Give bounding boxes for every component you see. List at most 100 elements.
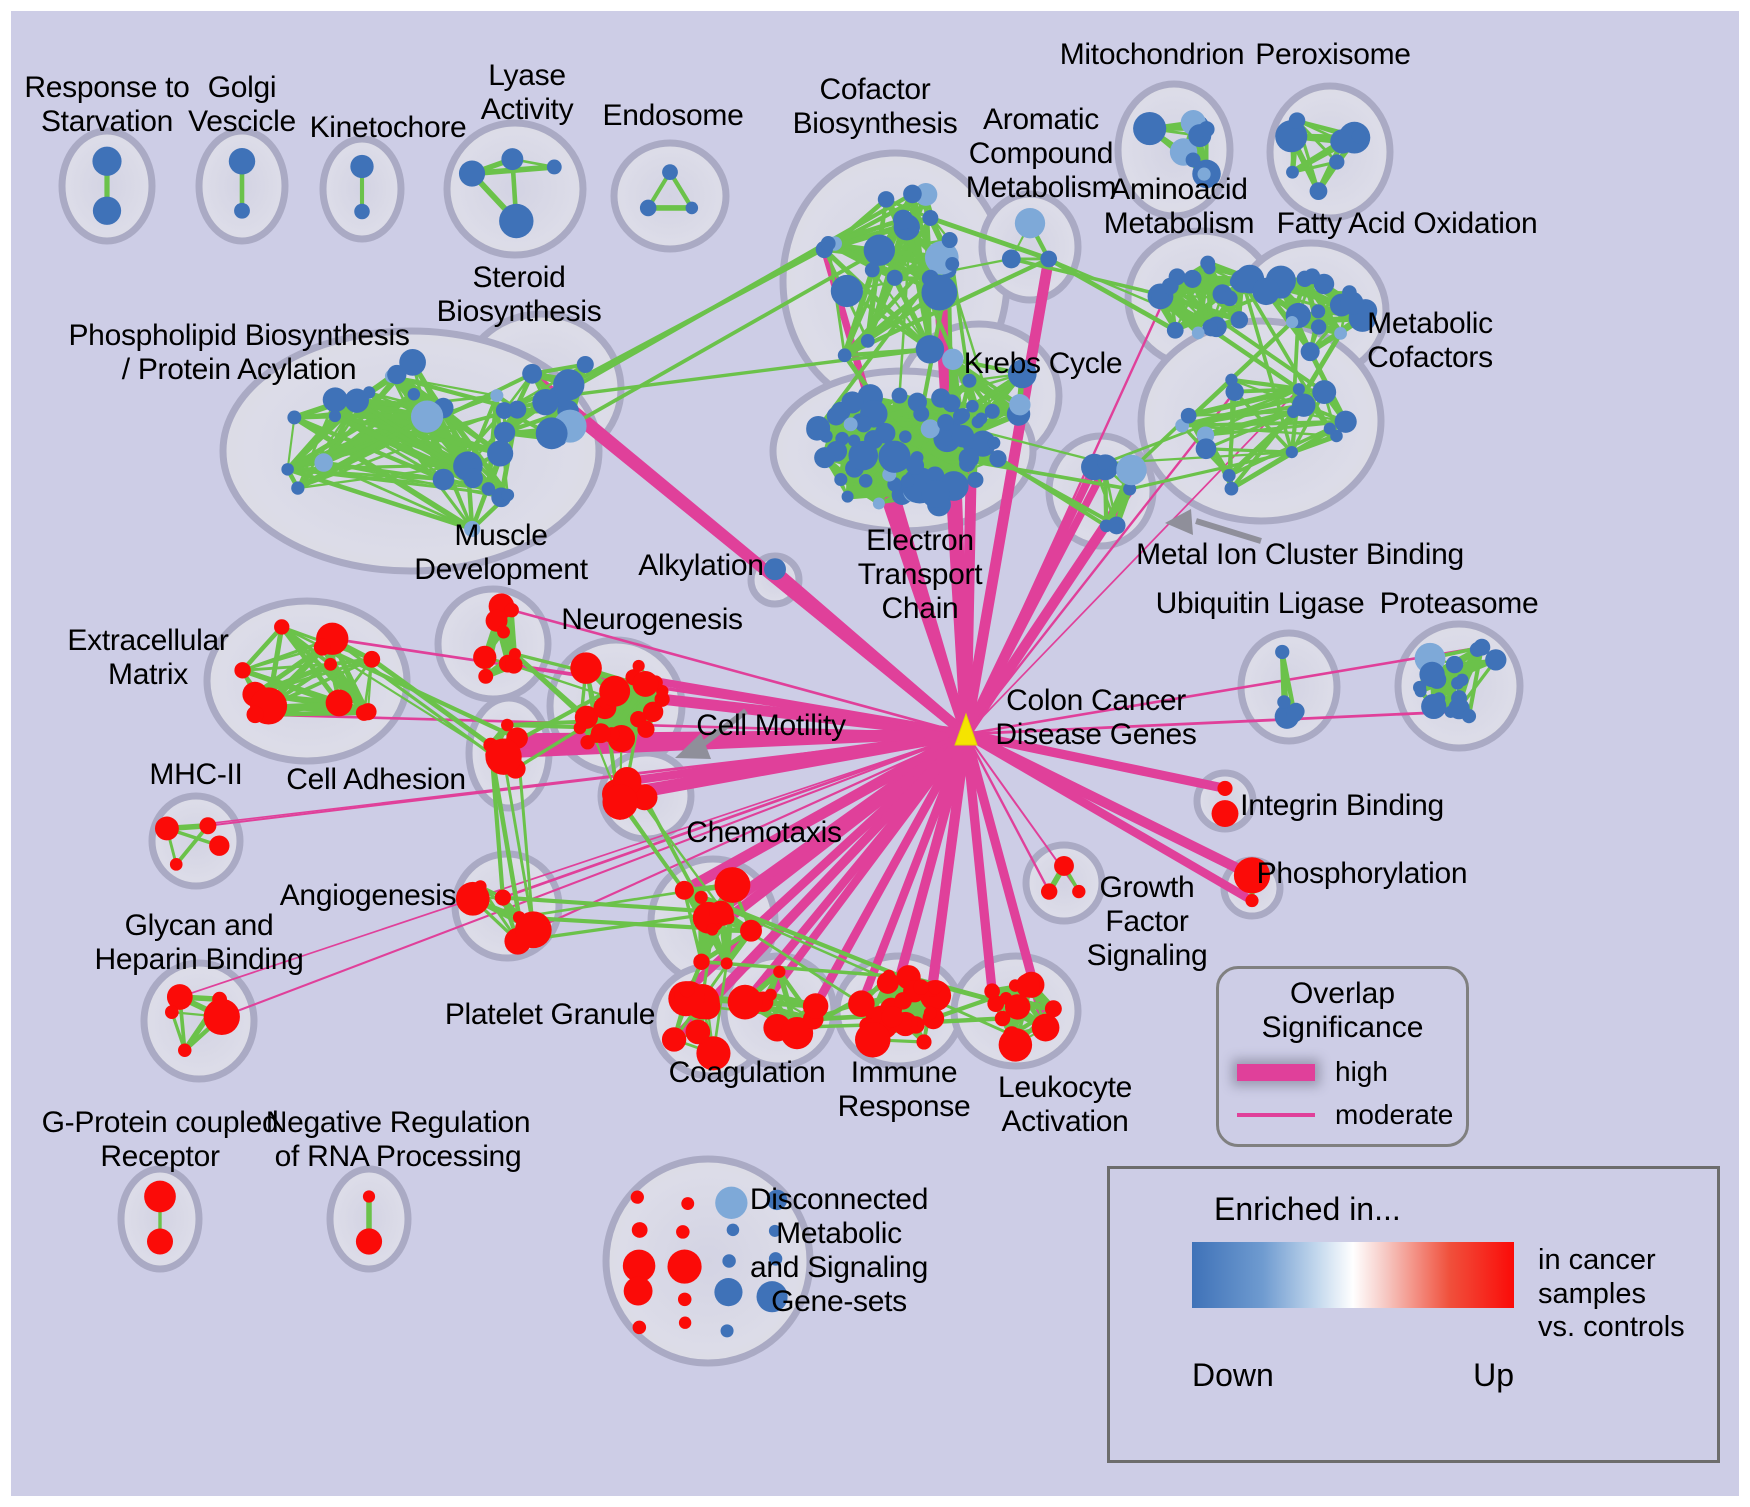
gene-set-node[interactable] xyxy=(1217,780,1233,796)
gene-set-node[interactable] xyxy=(814,447,836,469)
network-graph[interactable] xyxy=(11,11,1739,1496)
gene-set-node[interactable] xyxy=(722,1254,736,1268)
gene-set-node[interactable] xyxy=(1312,380,1337,405)
gene-set-node[interactable] xyxy=(632,670,659,697)
gene-set-node[interactable] xyxy=(432,468,455,491)
gene-set-node[interactable] xyxy=(630,1190,644,1204)
gene-set-node[interactable] xyxy=(632,1320,647,1335)
gene-set-node[interactable] xyxy=(955,408,970,423)
gene-set-node[interactable] xyxy=(570,652,602,684)
gene-set-node[interactable] xyxy=(984,983,1000,1000)
gene-set-node[interactable] xyxy=(951,425,975,448)
gene-set-node[interactable] xyxy=(1116,454,1147,486)
gene-set-node[interactable] xyxy=(740,919,762,942)
gene-set-node[interactable] xyxy=(274,619,290,635)
gene-set-node[interactable] xyxy=(916,1034,932,1050)
gene-set-node[interactable] xyxy=(826,406,846,426)
gene-set-node[interactable] xyxy=(676,1225,690,1239)
gene-set-node[interactable] xyxy=(1275,644,1290,660)
gene-set-node[interactable] xyxy=(1166,321,1184,339)
gene-set-node[interactable] xyxy=(1107,516,1126,535)
gene-set-node[interactable] xyxy=(1072,884,1086,899)
gene-set-node[interactable] xyxy=(1309,182,1328,201)
gene-set-node[interactable] xyxy=(677,1292,692,1307)
gene-set-node[interactable] xyxy=(490,389,504,403)
gene-set-node[interactable] xyxy=(685,1019,711,1045)
gene-set-node[interactable] xyxy=(693,953,710,970)
gene-set-node[interactable] xyxy=(1161,277,1179,295)
gene-set-node[interactable] xyxy=(720,1324,734,1338)
gene-set-node[interactable] xyxy=(1252,277,1280,306)
gene-set-node[interactable] xyxy=(632,659,645,673)
gene-set-node[interactable] xyxy=(165,1005,179,1019)
gene-set-node[interactable] xyxy=(203,998,240,1036)
gene-set-node[interactable] xyxy=(169,858,183,871)
gene-set-node[interactable] xyxy=(696,1036,731,1071)
gene-set-node[interactable] xyxy=(325,689,353,717)
gene-set-node[interactable] xyxy=(1286,315,1299,329)
gene-set-node[interactable] xyxy=(1461,709,1477,724)
gene-set-node[interactable] xyxy=(864,262,880,278)
gene-set-node[interactable] xyxy=(495,402,513,420)
gene-set-node[interactable] xyxy=(1031,1013,1060,1042)
gene-set-node[interactable] xyxy=(1044,1000,1062,1018)
gene-set-node[interactable] xyxy=(1292,383,1305,396)
gene-set-node[interactable] xyxy=(1054,855,1074,876)
gene-set-node[interactable] xyxy=(514,911,552,949)
gene-set-node[interactable] xyxy=(764,988,777,1001)
cluster-halo-aromatic-compound-metabolism[interactable] xyxy=(978,190,1082,304)
gene-set-node[interactable] xyxy=(228,148,256,175)
gene-set-node[interactable] xyxy=(913,405,930,422)
gene-set-node[interactable] xyxy=(662,164,678,181)
gene-set-node[interactable] xyxy=(958,447,980,469)
gene-set-node[interactable] xyxy=(727,984,763,1020)
gene-set-node[interactable] xyxy=(922,210,939,226)
gene-set-node[interactable] xyxy=(685,201,699,215)
gene-set-node[interactable] xyxy=(473,645,497,670)
gene-set-node[interactable] xyxy=(322,387,348,413)
gene-set-node[interactable] xyxy=(494,889,512,906)
gene-set-node[interactable] xyxy=(969,430,996,457)
gene-set-node[interactable] xyxy=(553,369,585,401)
gene-set-node[interactable] xyxy=(1300,342,1320,362)
gene-set-node[interactable] xyxy=(574,705,599,729)
gene-set-node[interactable] xyxy=(1421,693,1447,720)
gene-set-node[interactable] xyxy=(841,490,854,503)
gene-set-node[interactable] xyxy=(1224,481,1239,496)
gene-set-node[interactable] xyxy=(291,481,305,495)
gene-set-node[interactable] xyxy=(937,413,955,431)
gene-set-node[interactable] xyxy=(941,232,958,249)
gene-set-node[interactable] xyxy=(768,1224,781,1237)
gene-set-node[interactable] xyxy=(706,923,719,936)
gene-set-node[interactable] xyxy=(1097,456,1111,470)
gene-set-node[interactable] xyxy=(478,668,494,684)
gene-set-node[interactable] xyxy=(350,154,374,179)
cluster-halo-disconnected-gene-sets[interactable] xyxy=(602,1155,814,1367)
gene-set-node[interactable] xyxy=(505,656,523,674)
gene-set-node[interactable] xyxy=(154,816,179,841)
gene-set-node[interactable] xyxy=(843,417,858,432)
gene-set-node[interactable] xyxy=(1485,649,1507,671)
gene-set-node[interactable] xyxy=(639,199,657,217)
gene-set-node[interactable] xyxy=(715,1186,748,1219)
gene-set-node[interactable] xyxy=(1014,207,1046,239)
gene-set-node[interactable] xyxy=(848,990,875,1018)
gene-set-node[interactable] xyxy=(590,723,611,744)
gene-set-node[interactable] xyxy=(694,890,708,904)
gene-set-node[interactable] xyxy=(410,400,444,433)
gene-set-node[interactable] xyxy=(764,558,786,581)
gene-set-node[interactable] xyxy=(667,1249,702,1284)
gene-set-node[interactable] xyxy=(837,348,852,363)
gene-set-node[interactable] xyxy=(773,965,786,978)
gene-set-node[interactable] xyxy=(1339,291,1364,315)
gene-set-node[interactable] xyxy=(522,363,543,384)
gene-set-node[interactable] xyxy=(532,388,559,416)
gene-set-node[interactable] xyxy=(1329,154,1345,170)
gene-set-node[interactable] xyxy=(1183,269,1202,288)
gene-set-node[interactable] xyxy=(487,440,514,467)
gene-set-node[interactable] xyxy=(1334,326,1347,340)
gene-set-node[interactable] xyxy=(1004,994,1031,1020)
gene-set-node[interactable] xyxy=(576,355,594,374)
gene-set-node[interactable] xyxy=(709,900,733,924)
gene-set-node[interactable] xyxy=(399,349,426,376)
